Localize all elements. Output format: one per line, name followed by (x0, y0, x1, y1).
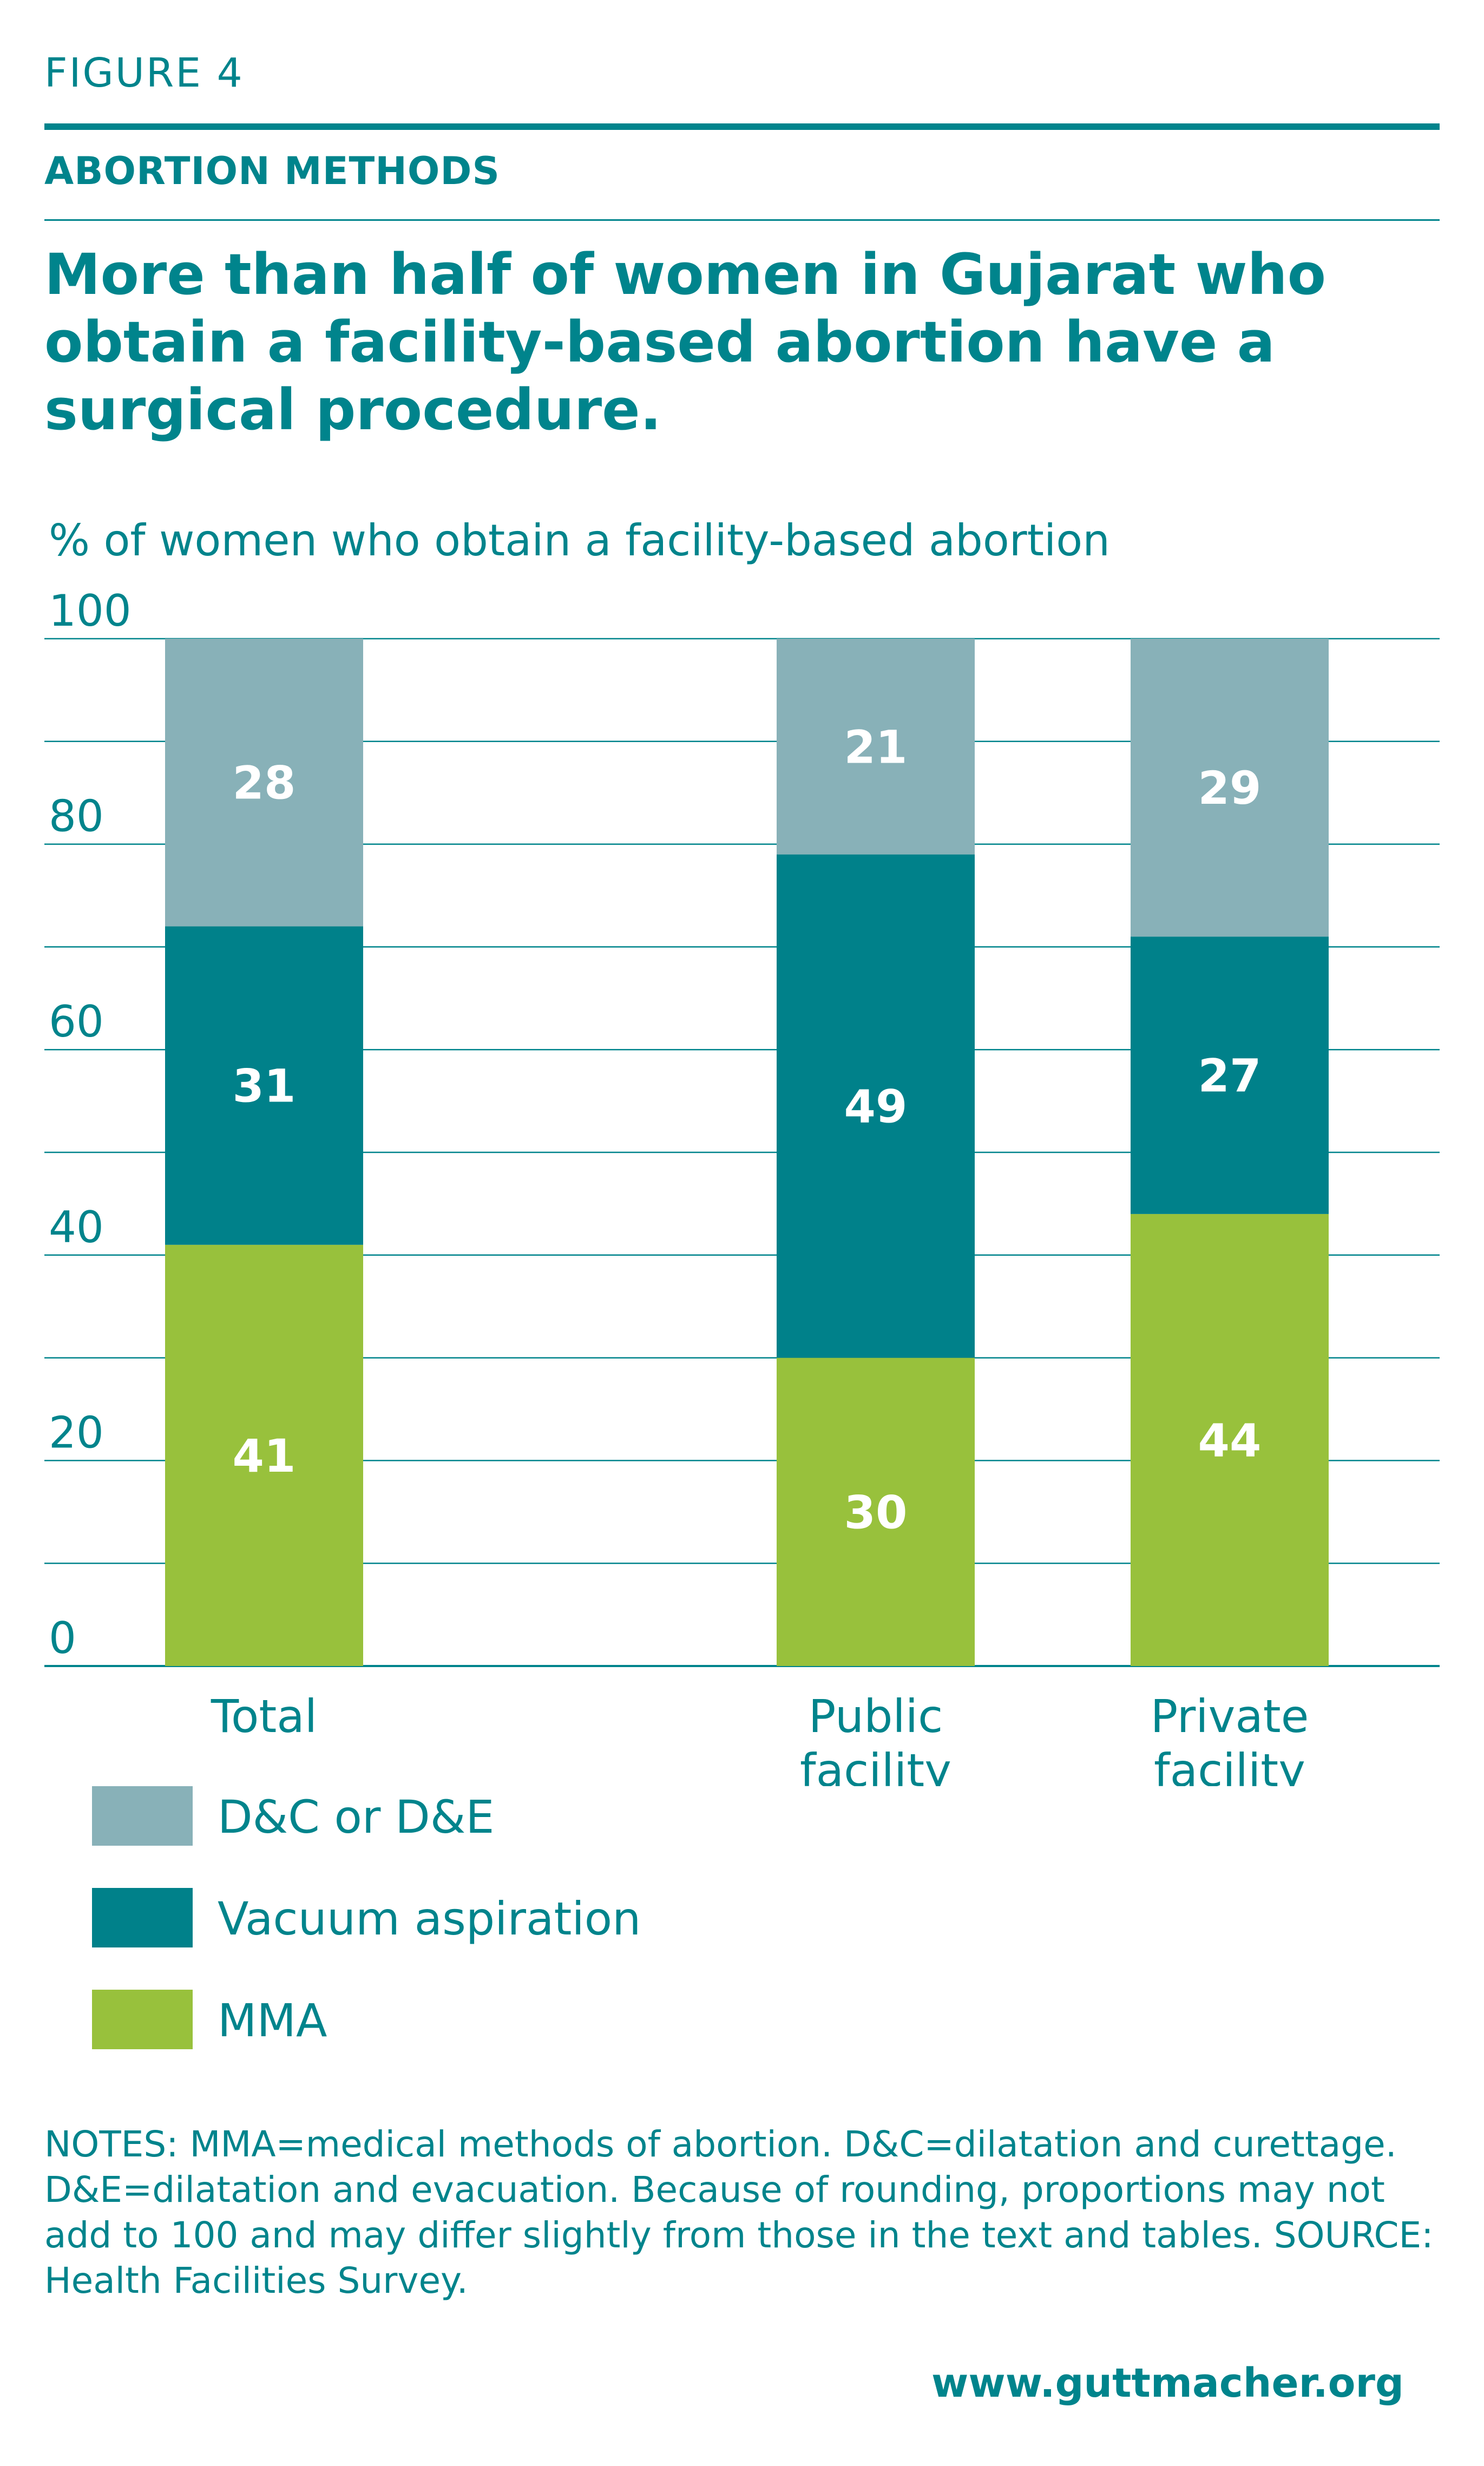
data-label: 49 (844, 1080, 908, 1133)
y-tick-label: 0 (49, 1613, 76, 1663)
y-axis-title: % of women who obtain a facility-based a… (49, 515, 1110, 566)
bar-segment (1131, 936, 1329, 1214)
legend-item-vacuum-aspiration: Vacuum aspiration (92, 1888, 904, 1953)
figure-label: FIGURE 4 (44, 50, 244, 96)
bar-segment (777, 639, 975, 855)
category-label: Private (1151, 1690, 1309, 1743)
data-label: 30 (844, 1486, 908, 1539)
bar-segment (777, 1357, 975, 1666)
bar-segment (165, 926, 363, 1245)
category-label: facility (1154, 1744, 1305, 1786)
y-tick-labels: 0 20 40 60 80 100 (49, 586, 132, 1663)
legend-swatch-mma (92, 1990, 193, 2049)
section-title: ABORTION METHODS (44, 149, 500, 193)
y-tick-label: 20 (49, 1407, 104, 1458)
bar-segment (1131, 1214, 1329, 1666)
y-tick-label: 100 (49, 586, 132, 636)
bars (165, 639, 1329, 1666)
bar-segment (165, 639, 363, 927)
footer-url[interactable]: www.guttmacher.org (931, 2360, 1404, 2406)
data-label: 27 (1198, 1050, 1262, 1103)
legend-swatch-vacuum-aspiration (92, 1888, 193, 1947)
legend-label-mma: MMA (218, 1994, 327, 2047)
data-label: 44 (1198, 1414, 1262, 1467)
section-rule (44, 219, 1440, 221)
bar-segment (777, 854, 975, 1358)
y-tick-label: 60 (49, 996, 104, 1047)
top-rule (44, 123, 1440, 130)
category-label: Public (809, 1690, 943, 1743)
data-label: 21 (844, 720, 908, 773)
stacked-bar-chart: 0 20 40 60 80 100 41 31 28 30 49 21 44 27 29 Total Pub… (44, 586, 1440, 1786)
legend-item-dc-de: D&C or D&E (92, 1786, 904, 1851)
bar-segment (165, 1244, 363, 1666)
legend-swatch-dc-de (92, 1786, 193, 1846)
category-label: facility (800, 1744, 951, 1786)
headline: More than half of women in Gujarat who o… (44, 241, 1327, 443)
bar-segment (1131, 639, 1329, 937)
notes: NOTES: MMA=medical methods of abortion. … (44, 2123, 1434, 2301)
legend-label-vacuum-aspiration: Vacuum aspiration (218, 1892, 641, 1945)
data-label: 41 (233, 1429, 296, 1483)
legend-label-dc-de: D&C or D&E (218, 1791, 495, 1844)
data-label: 31 (233, 1060, 296, 1113)
data-labels: 41 31 28 30 49 21 44 27 29 (233, 720, 1262, 1539)
legend-item-mma: MMA (92, 1990, 904, 2055)
data-label: 28 (233, 757, 296, 810)
data-label: 29 (1198, 762, 1262, 815)
y-tick-label: 40 (49, 1202, 104, 1252)
y-tick-label: 80 (49, 791, 104, 842)
category-label: Total (211, 1690, 317, 1743)
